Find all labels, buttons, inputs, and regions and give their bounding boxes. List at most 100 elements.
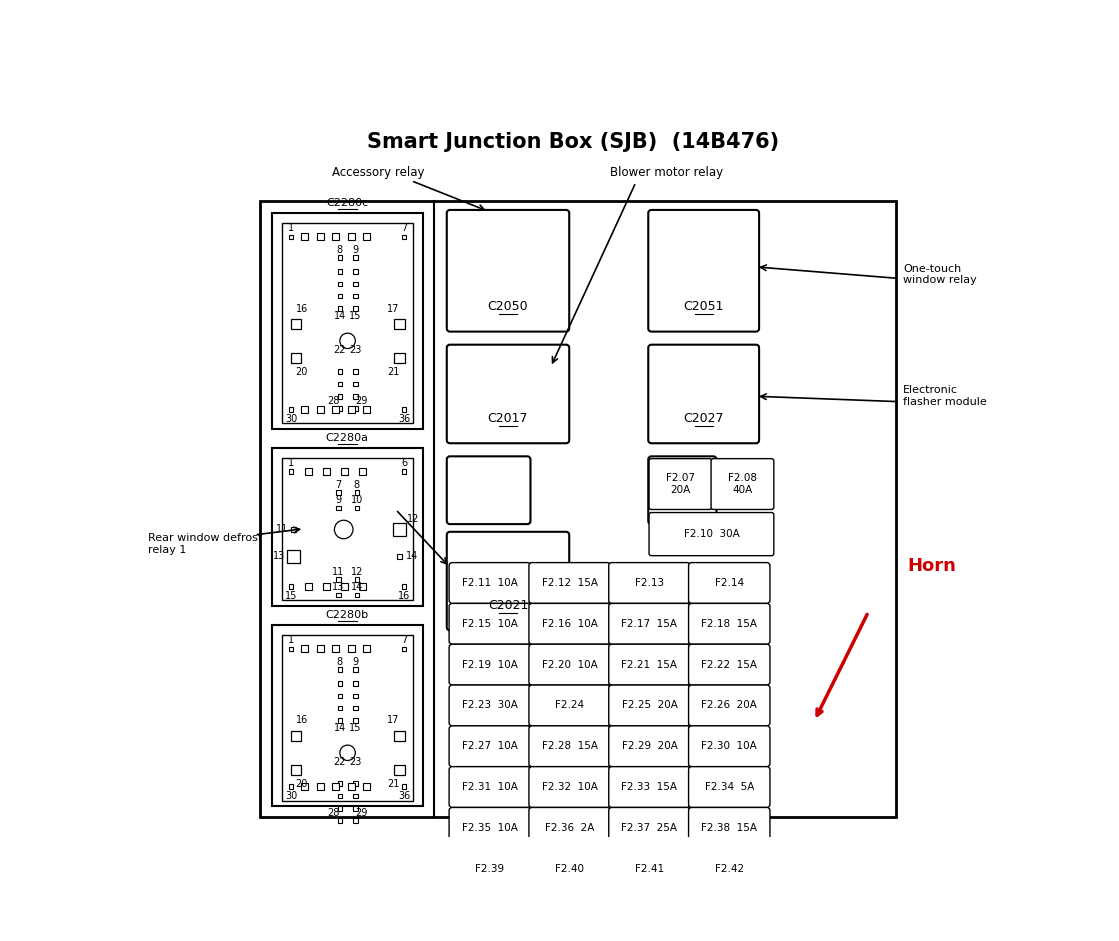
- Text: 30: 30: [285, 790, 298, 801]
- Bar: [359, 583, 366, 590]
- Bar: [317, 646, 323, 652]
- Bar: [359, 469, 366, 475]
- Bar: [282, 223, 413, 423]
- Text: F2.10  30A: F2.10 30A: [684, 529, 740, 539]
- Bar: [338, 255, 342, 260]
- Bar: [288, 550, 300, 563]
- Text: 10: 10: [350, 495, 363, 505]
- FancyBboxPatch shape: [688, 563, 770, 603]
- FancyBboxPatch shape: [446, 532, 570, 630]
- Bar: [352, 718, 358, 723]
- Bar: [348, 406, 355, 413]
- Bar: [338, 819, 342, 822]
- Text: 1: 1: [288, 634, 294, 645]
- Text: F2.33  15A: F2.33 15A: [621, 782, 677, 792]
- Bar: [291, 527, 295, 532]
- Text: 7: 7: [401, 634, 407, 645]
- Text: F2.16  10A: F2.16 10A: [542, 619, 598, 629]
- FancyBboxPatch shape: [446, 344, 570, 443]
- FancyBboxPatch shape: [648, 210, 759, 331]
- Bar: [352, 281, 358, 286]
- Text: F2.20  10A: F2.20 10A: [542, 660, 598, 670]
- Bar: [332, 233, 339, 240]
- Bar: [289, 646, 293, 651]
- Text: 1: 1: [288, 457, 294, 468]
- FancyBboxPatch shape: [609, 767, 690, 807]
- FancyBboxPatch shape: [688, 603, 770, 645]
- Bar: [289, 407, 293, 411]
- Text: 23: 23: [349, 345, 361, 355]
- Bar: [289, 584, 293, 589]
- Text: F2.37  25A: F2.37 25A: [621, 822, 677, 833]
- Bar: [282, 635, 413, 801]
- Bar: [355, 593, 359, 598]
- Bar: [341, 583, 348, 590]
- Bar: [282, 458, 413, 600]
- Bar: [272, 625, 423, 805]
- Bar: [338, 369, 342, 374]
- Bar: [332, 406, 339, 413]
- Text: 8: 8: [354, 480, 360, 490]
- Bar: [338, 793, 342, 798]
- Bar: [336, 505, 340, 510]
- Bar: [402, 785, 406, 789]
- Text: F2.38  15A: F2.38 15A: [702, 822, 758, 833]
- Text: 15: 15: [349, 723, 361, 733]
- Circle shape: [340, 333, 356, 348]
- Bar: [364, 406, 370, 413]
- FancyBboxPatch shape: [449, 685, 530, 726]
- FancyBboxPatch shape: [449, 767, 530, 807]
- Bar: [352, 819, 358, 822]
- Bar: [305, 469, 312, 475]
- Bar: [395, 765, 405, 774]
- Bar: [352, 805, 358, 810]
- Bar: [301, 646, 309, 652]
- FancyBboxPatch shape: [609, 685, 690, 726]
- Text: 14: 14: [333, 723, 346, 733]
- FancyBboxPatch shape: [711, 458, 774, 509]
- Text: F2.07
20A: F2.07 20A: [666, 473, 695, 495]
- FancyBboxPatch shape: [688, 685, 770, 726]
- Bar: [364, 783, 370, 790]
- FancyBboxPatch shape: [609, 848, 690, 889]
- Text: F2.26  20A: F2.26 20A: [702, 700, 758, 710]
- Bar: [301, 783, 309, 790]
- Bar: [332, 783, 339, 790]
- Bar: [336, 577, 340, 582]
- Text: Horn: Horn: [908, 557, 956, 575]
- Bar: [336, 593, 340, 598]
- Text: F2.12  15A: F2.12 15A: [542, 578, 598, 588]
- Bar: [352, 369, 358, 374]
- Text: C2051: C2051: [684, 300, 724, 313]
- Bar: [395, 319, 405, 329]
- Bar: [272, 448, 423, 606]
- Bar: [352, 667, 358, 672]
- FancyBboxPatch shape: [529, 685, 610, 726]
- Bar: [364, 233, 370, 240]
- Text: 28: 28: [328, 396, 340, 406]
- Bar: [393, 523, 406, 535]
- Bar: [352, 681, 358, 686]
- Bar: [364, 646, 370, 652]
- Text: F2.23  30A: F2.23 30A: [462, 700, 518, 710]
- Circle shape: [340, 745, 356, 760]
- FancyBboxPatch shape: [648, 344, 759, 443]
- Bar: [352, 382, 358, 386]
- Text: 9: 9: [352, 657, 358, 667]
- Text: 13: 13: [273, 551, 285, 562]
- Bar: [352, 694, 358, 698]
- Text: 36: 36: [398, 414, 411, 423]
- Text: Rear window defrost
relay 1: Rear window defrost relay 1: [148, 534, 262, 555]
- Text: 8: 8: [337, 245, 342, 255]
- Text: 11: 11: [275, 524, 288, 534]
- Text: F2.18  15A: F2.18 15A: [702, 619, 758, 629]
- Bar: [317, 233, 323, 240]
- Text: 14: 14: [406, 551, 419, 562]
- Bar: [323, 469, 330, 475]
- Bar: [395, 731, 405, 741]
- Bar: [341, 469, 348, 475]
- Text: 17: 17: [387, 304, 399, 313]
- Bar: [352, 407, 358, 411]
- FancyBboxPatch shape: [648, 456, 716, 524]
- Bar: [338, 781, 342, 786]
